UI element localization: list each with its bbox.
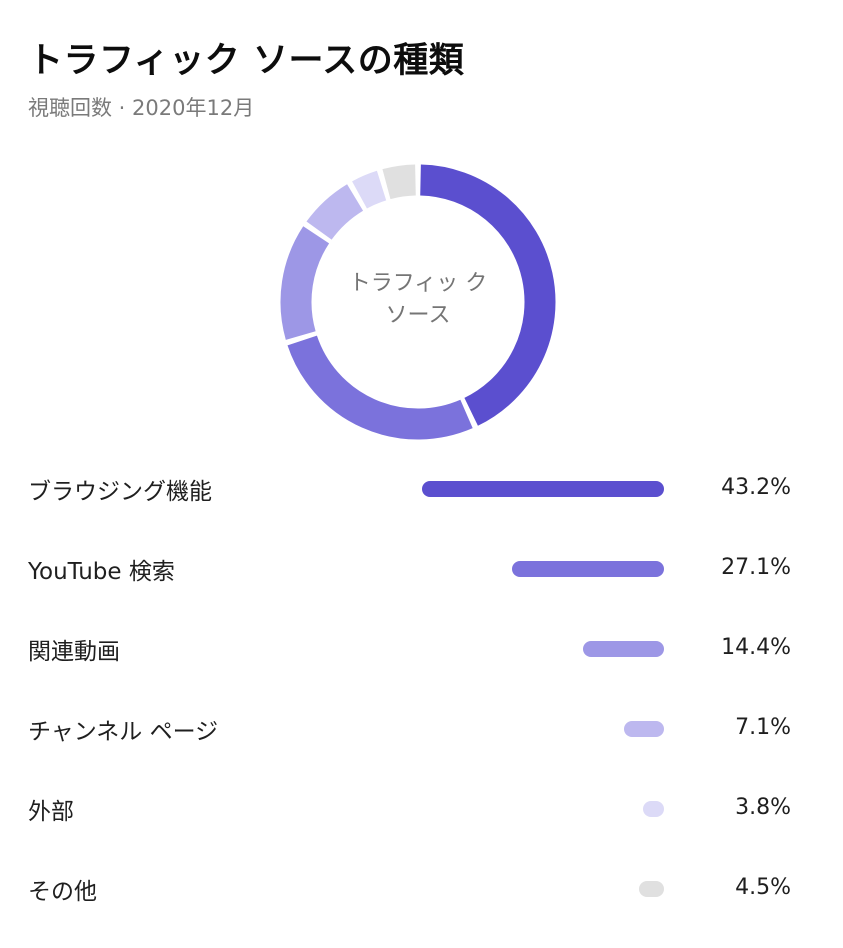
donut-svg — [280, 164, 556, 440]
legend-label: YouTube 検索 — [28, 559, 175, 585]
donut-slice — [280, 226, 330, 340]
donut-center-label: トラフィッ ク ソース — [348, 271, 488, 328]
donut-chart: トラフィッ ク ソース — [280, 164, 556, 440]
bar-track — [422, 641, 664, 657]
legend-label: 外部 — [28, 799, 74, 825]
donut-slice — [382, 164, 417, 200]
bar-track — [422, 481, 664, 497]
legend-label: ブラウジング機能 — [28, 479, 212, 505]
donut-slice — [306, 184, 364, 241]
value-bar — [422, 481, 664, 497]
legend-label: 関連動画 — [28, 639, 120, 665]
bar-track — [422, 721, 664, 737]
legend-row: チャンネル ページ 7.1% — [0, 690, 843, 770]
bar-track — [422, 561, 664, 577]
donut-slice — [352, 170, 387, 209]
value-label: 43.2% — [721, 475, 791, 500]
value-bar — [642, 801, 664, 817]
value-bar — [512, 561, 664, 577]
bar-track — [422, 881, 664, 897]
value-label: 3.8% — [735, 795, 791, 820]
donut-slice — [287, 335, 473, 440]
value-label: 4.5% — [735, 875, 791, 900]
legend-row: ブラウジング機能 43.2% — [0, 450, 843, 530]
legend-label: その他 — [28, 879, 97, 905]
legend-row: その他 4.5% — [0, 850, 843, 930]
legend-row: 関連動画 14.4% — [0, 610, 843, 690]
legend-row: YouTube 検索 27.1% — [0, 530, 843, 610]
donut-slice — [419, 164, 556, 426]
value-bar — [624, 721, 664, 737]
value-label: 27.1% — [721, 555, 791, 580]
legend-row: 外部 3.8% — [0, 770, 843, 850]
value-label: 7.1% — [735, 715, 791, 740]
value-label: 14.4% — [721, 635, 791, 660]
chart-title: トラフィック ソースの種類 — [28, 41, 465, 81]
chart-subtitle: 視聴回数 · 2020年12月 — [28, 96, 255, 120]
bar-track — [422, 801, 664, 817]
value-bar — [638, 881, 664, 897]
value-bar — [583, 641, 664, 657]
legend-label: チャンネル ページ — [28, 719, 219, 745]
